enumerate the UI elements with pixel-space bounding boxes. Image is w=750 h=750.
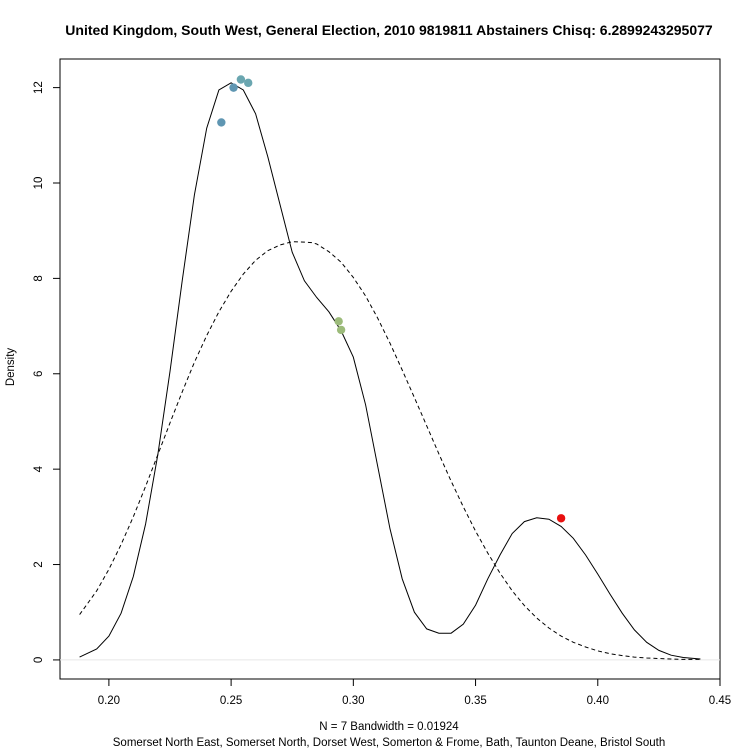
data-point-2 — [236, 75, 246, 84]
data-point-4 — [334, 317, 343, 326]
data-point-6 — [556, 514, 566, 523]
x-tick-label-1: 0.25 — [220, 695, 242, 707]
y-tick-label-2: 4 — [33, 465, 45, 472]
x-axis-label: N = 7 Bandwidth = 0.01924 — [319, 721, 459, 733]
y-tick-label-6: 12 — [33, 81, 45, 94]
y-tick-label-5: 10 — [33, 177, 45, 190]
y-tick-label-0: 0 — [33, 657, 45, 663]
chart-subtitle: Somerset North East, Somerset North, Dor… — [113, 737, 665, 749]
data-point-1 — [229, 83, 238, 92]
plot-area: 0.20 0.25 0.30 0.35 0.40 0.45 0 2 4 6 8 10 12 — [33, 58, 731, 707]
chart-title: United Kingdom, South West, General Elec… — [65, 22, 713, 38]
x-tick-label-3: 0.35 — [464, 695, 486, 707]
y-axis-label: Density — [5, 348, 17, 387]
x-tick-label-2: 0.30 — [342, 695, 364, 707]
solid-density-curve — [79, 82, 701, 660]
x-tick-label-5: 0.45 — [709, 695, 731, 707]
data-point-5 — [336, 325, 346, 335]
data-point-0 — [217, 118, 226, 127]
x-tick-label-0: 0.20 — [98, 695, 120, 707]
y-tick-label-1: 2 — [33, 561, 45, 567]
x-tick-label-4: 0.40 — [587, 695, 609, 707]
data-point-3 — [244, 78, 253, 88]
dashed-density-curve — [79, 241, 701, 660]
y-tick-label-4: 8 — [33, 275, 45, 281]
plot-frame — [59, 58, 721, 680]
y-tick-label-3: 6 — [33, 371, 45, 377]
